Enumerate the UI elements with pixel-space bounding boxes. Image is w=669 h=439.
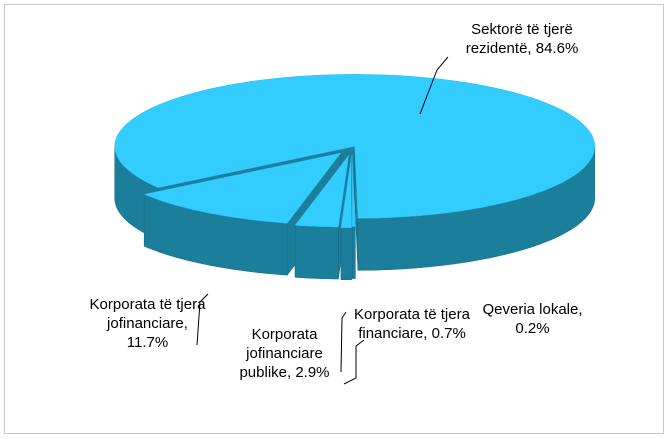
value-label: 0.7% — [431, 325, 466, 342]
slice — [114, 74, 595, 219]
value-label: 84.6% — [535, 40, 579, 57]
value-label: 0.2% — [515, 320, 550, 337]
value-label: 2.9% — [295, 364, 330, 381]
slice-side — [352, 226, 356, 279]
data-label: Sektorë të tjerë rezidentë, 84.6% — [447, 20, 597, 58]
leader-line — [419, 56, 449, 115]
category-label: Korporata të tjera financiare, — [354, 306, 470, 342]
slice-side — [294, 225, 339, 280]
data-label: Korporata jofinanciare publike, 2.9% — [222, 325, 347, 382]
slice — [143, 152, 342, 224]
slice — [340, 155, 352, 229]
slice — [294, 154, 350, 228]
category-label: Korporata jofinanciare publike, — [239, 326, 323, 381]
value-label: 11.7% — [126, 334, 169, 351]
leader-line — [196, 293, 209, 346]
category-label: Korporata të tjera jofinanciare, — [89, 296, 206, 332]
slice-side — [340, 227, 352, 281]
leader-lines — [196, 56, 449, 385]
leader-line — [343, 339, 365, 385]
slice — [351, 154, 356, 227]
pie — [114, 74, 595, 281]
category-label: Sektorë të tjerë rezidentë, — [465, 21, 573, 57]
data-label: Korporata të tjera financiare, 0.7% — [352, 305, 472, 343]
data-label: Qeveria lokale, 0.2% — [470, 300, 595, 338]
leader-line — [340, 311, 347, 373]
category-label: Qeveria lokale, — [482, 301, 583, 318]
data-label: Korporata të tjera jofinanciare, 11.7% — [85, 295, 210, 352]
